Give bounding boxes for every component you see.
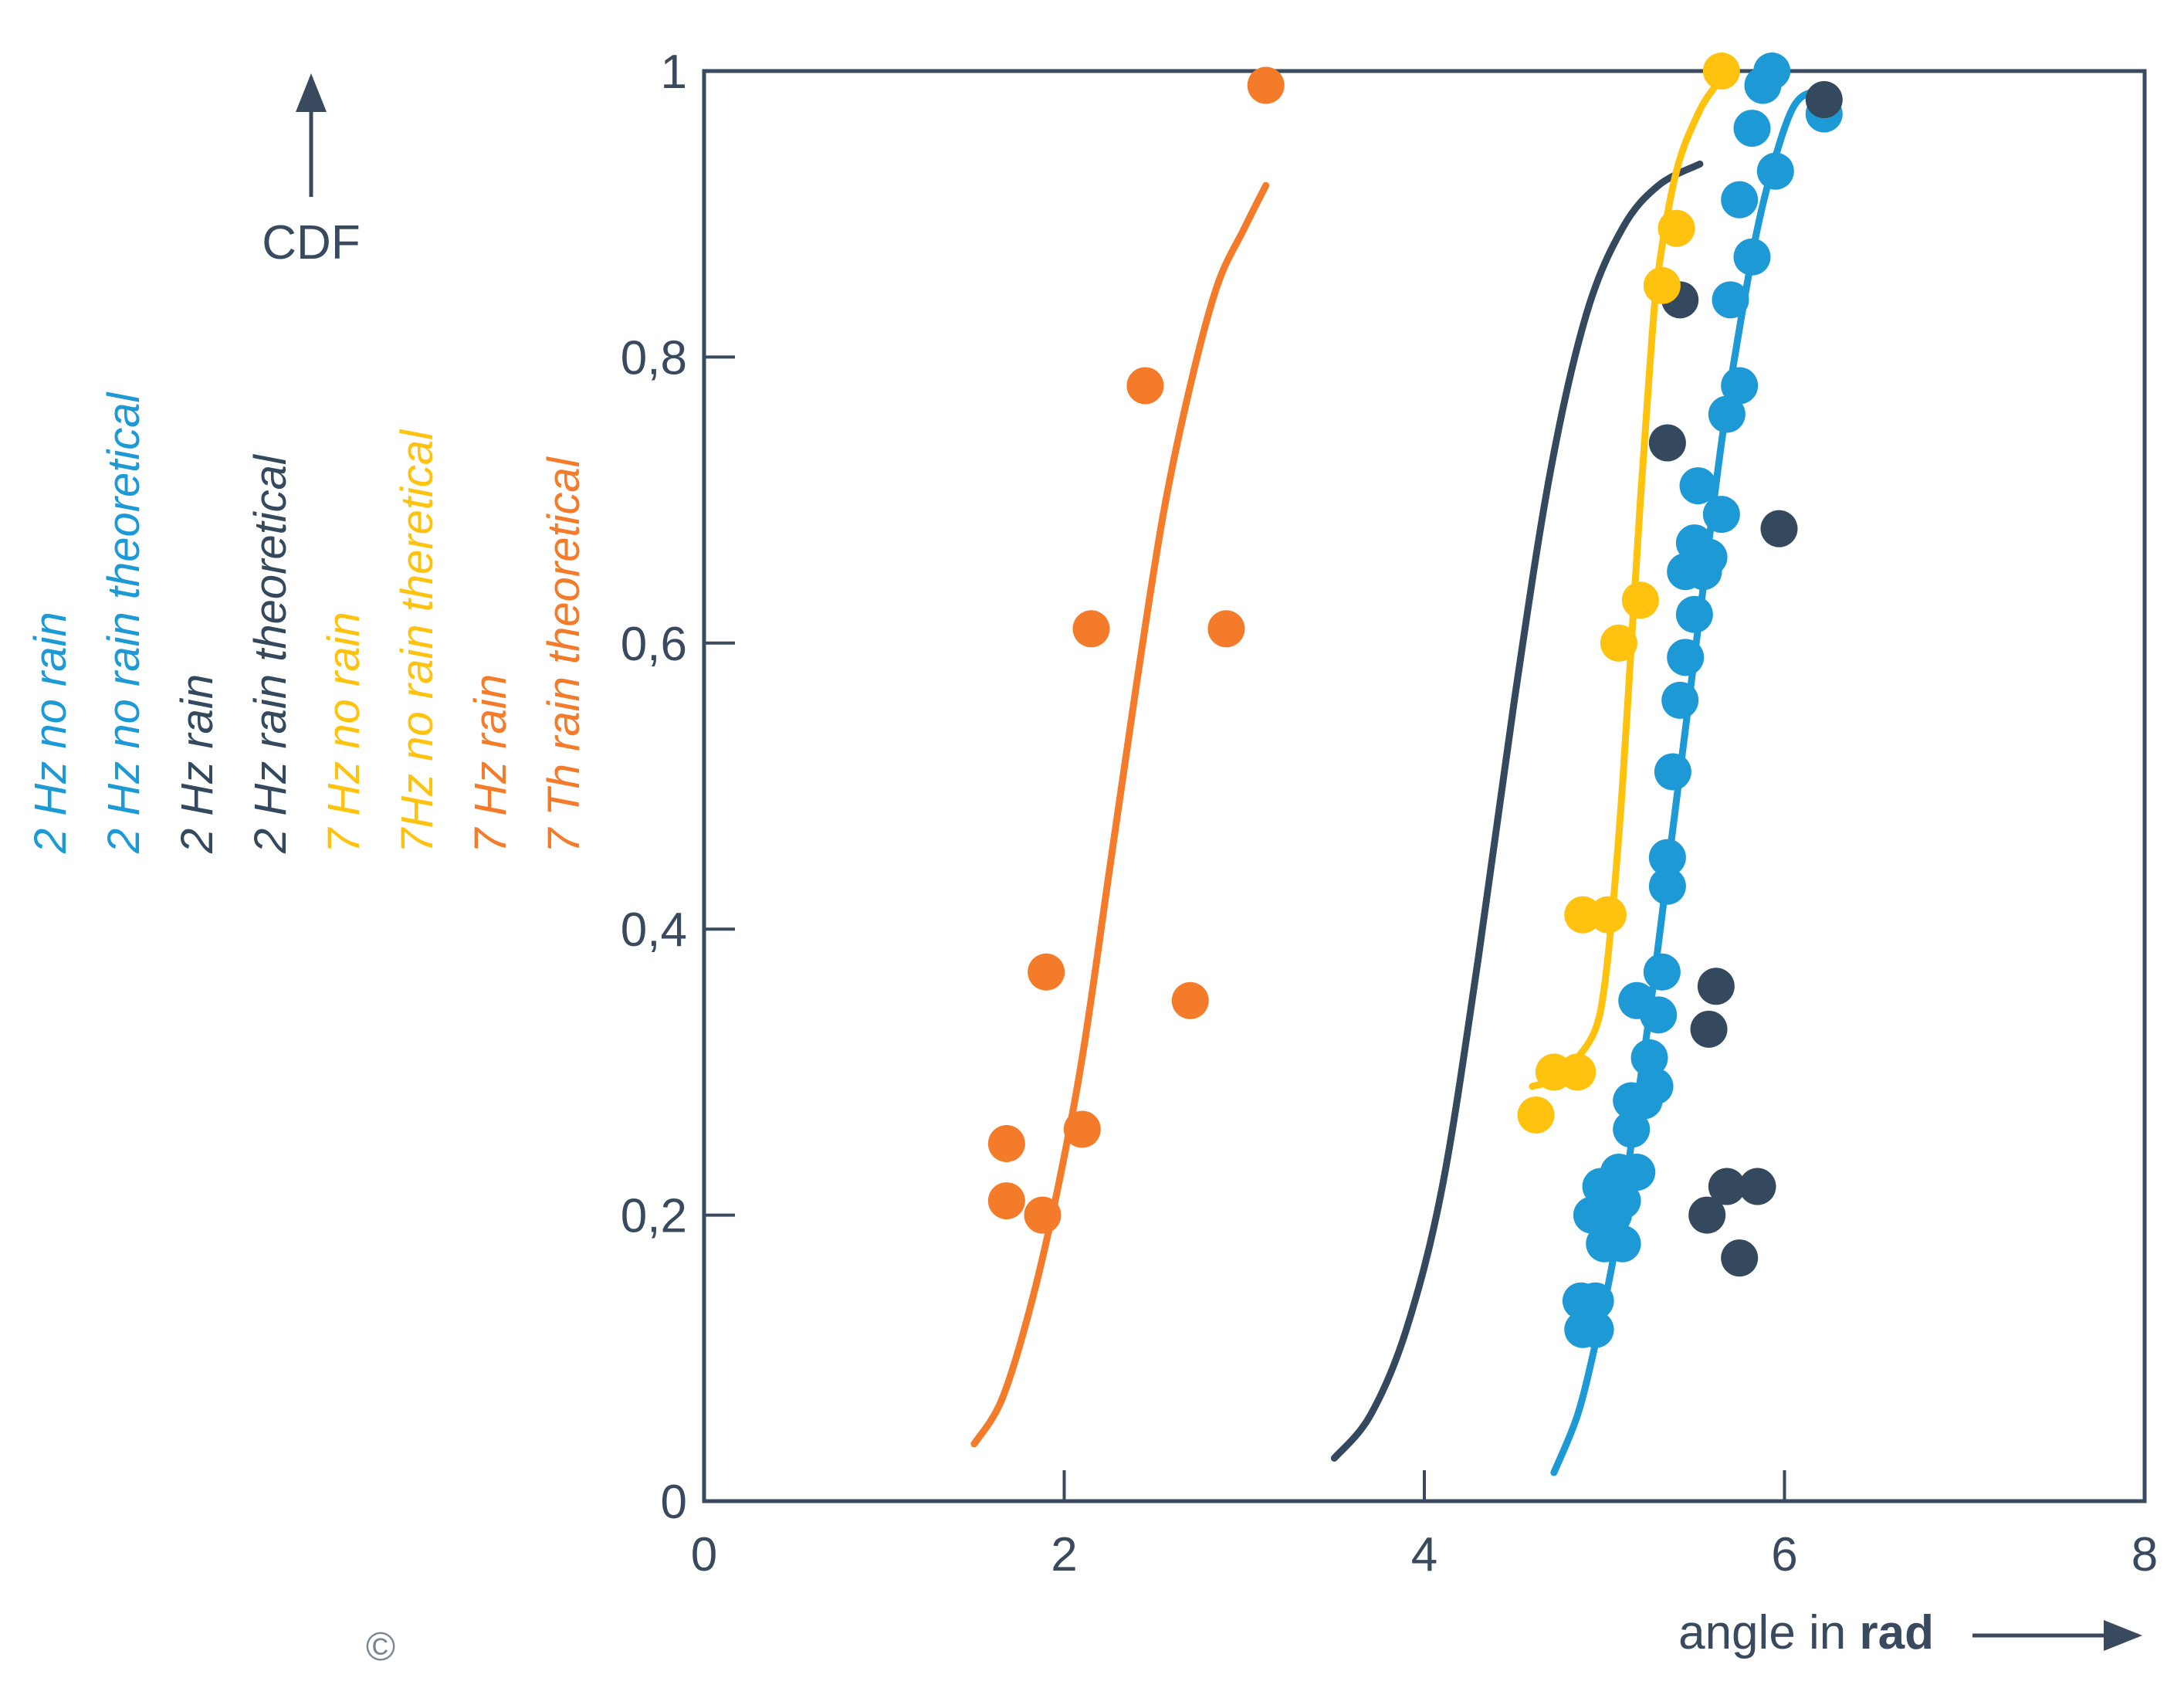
y-tick-label: 0 (661, 1476, 687, 1529)
legend-entry: 2 Hz rain (172, 674, 222, 854)
y-axis-ticks: 0 0,2 0,4 0,6 0,8 1 (621, 46, 735, 1529)
x-tick-label: 8 (2132, 1528, 2158, 1581)
theoretical-curves (970, 67, 1828, 1476)
point-2-hz-rain (1805, 81, 1843, 119)
point-2-hz-rain (1739, 1168, 1776, 1205)
point-2-hz-no-rain (1576, 1310, 1614, 1348)
curve-2-hz-rain-theoretical (1330, 160, 1704, 1462)
y-tick-label: 1 (661, 46, 687, 99)
point-2-hz-rain (1648, 424, 1686, 462)
x-tick-label: 4 (1411, 1528, 1437, 1581)
y-axis-title: CDF (262, 73, 361, 269)
curve-7-th-rain-theoretical (970, 181, 1270, 1448)
plot-frame (702, 69, 2147, 1503)
point-7-hz-rain (1072, 610, 1110, 648)
point-7-hz-no-rain (1657, 209, 1695, 247)
legend-entry: 7Hz no rain theretical (392, 429, 442, 853)
point-2-hz-no-rain (1603, 1225, 1641, 1263)
point-2-hz-no-rain (1721, 367, 1759, 405)
point-7-hz-no-rain (1643, 266, 1681, 304)
x-axis-title: angle in rad (1678, 1606, 2142, 1659)
point-2-hz-no-rain (1661, 681, 1699, 719)
point-2-hz-no-rain (1648, 839, 1686, 876)
point-2-hz-no-rain (1576, 1282, 1614, 1320)
point-7-hz-no-rain (1621, 581, 1659, 619)
x-axis-label-unit: rad (1860, 1606, 1934, 1659)
legend-entry: 7 Hz rain (466, 674, 516, 853)
point-7-hz-rain (1024, 1196, 1062, 1234)
point-2-hz-no-rain (1753, 53, 1791, 90)
point-2-hz-no-rain (1636, 1067, 1674, 1105)
point-7-hz-rain (1207, 610, 1245, 648)
point-2-hz-rain (1721, 1239, 1759, 1277)
x-tick-label: 0 (691, 1528, 717, 1581)
copyright-mark: © (366, 1625, 395, 1669)
point-7-hz-no-rain (1517, 1096, 1555, 1134)
point-2-hz-no-rain (1613, 1110, 1651, 1148)
point-2-hz-no-rain (1756, 152, 1794, 190)
point-2-hz-no-rain (1643, 953, 1681, 991)
point-2-hz-rain (1690, 1010, 1728, 1048)
point-2-hz-rain (1760, 510, 1798, 547)
point-2-hz-no-rain (1708, 395, 1746, 433)
point-7-hz-no-rain (1702, 53, 1740, 90)
legend-entry: 7 Hz no rain (319, 612, 369, 853)
data-points (987, 53, 1843, 1348)
point-2-hz-no-rain (1654, 753, 1691, 791)
point-7-hz-no-rain (1559, 1053, 1597, 1091)
curve-7hz-no-rain-theretical (1529, 67, 1734, 1090)
point-2-hz-rain (1697, 968, 1735, 1005)
point-2-hz-no-rain (1618, 1154, 1656, 1191)
legend-entry: 7 Th rain theoretical (539, 456, 589, 853)
point-2-hz-rain (1688, 1196, 1726, 1234)
x-tick-label: 6 (1771, 1528, 1797, 1581)
point-2-hz-no-rain (1712, 281, 1749, 319)
point-7-hz-no-rain (1600, 624, 1637, 662)
point-2-hz-no-rain (1667, 639, 1705, 676)
legend-entry: 2 Hz rain theoretical (245, 453, 296, 854)
point-2-hz-no-rain (1702, 496, 1740, 534)
point-7-hz-rain (1028, 953, 1065, 991)
point-2-hz-no-rain (1733, 110, 1771, 147)
point-7-hz-rain (987, 1182, 1025, 1220)
y-tick-label: 0,4 (621, 903, 687, 957)
legend-entry: 2 Hz no rain (25, 612, 76, 854)
y-tick-label: 0,8 (621, 331, 687, 385)
point-2-hz-no-rain (1648, 867, 1686, 905)
point-7-hz-rain (1126, 367, 1164, 405)
x-tick-label: 2 (1051, 1528, 1077, 1581)
point-7-hz-rain (987, 1125, 1025, 1162)
point-2-hz-no-rain (1640, 996, 1678, 1034)
x-axis-label-prefix: angle in (1678, 1606, 1859, 1659)
point-7-hz-rain (1247, 66, 1285, 104)
point-2-hz-no-rain (1679, 467, 1717, 505)
point-7-hz-rain (1171, 981, 1209, 1019)
y-axis-label: CDF (262, 216, 360, 269)
legend: 2 Hz no rain 2 Hz no rain theoretical 2 Hz… (25, 391, 589, 854)
x-axis-ticks: 0 2 4 6 8 (691, 1470, 2158, 1581)
point-2-hz-no-rain (1690, 538, 1728, 576)
y-tick-label: 0,6 (621, 618, 687, 671)
point-2-hz-no-rain (1675, 595, 1713, 633)
point-2-hz-no-rain (1630, 1039, 1668, 1076)
x-axis-label: angle in rad (1678, 1606, 1934, 1659)
point-7-hz-rain (1063, 1110, 1101, 1148)
y-tick-label: 0,2 (621, 1190, 687, 1243)
point-2-hz-no-rain (1733, 238, 1771, 276)
point-2-hz-rain (1708, 1168, 1746, 1205)
point-2-hz-no-rain (1721, 181, 1759, 219)
point-7-hz-no-rain (1589, 896, 1627, 934)
legend-entry: 2 Hz no rain theoretical (99, 391, 149, 854)
